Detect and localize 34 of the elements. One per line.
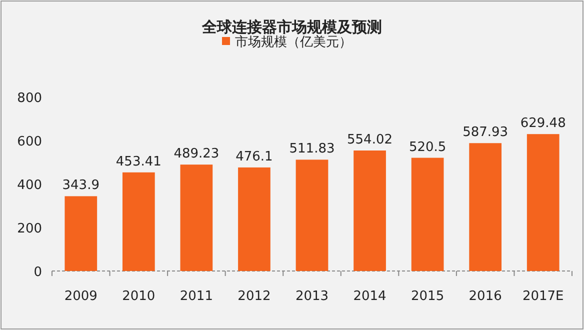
- y-tick-label: 0: [34, 265, 42, 280]
- data-label: 453.41: [116, 154, 162, 170]
- data-label: 587.93: [462, 125, 508, 140]
- bar: [411, 158, 444, 271]
- data-label: 629.48: [520, 116, 566, 132]
- y-tick-label: 200: [17, 222, 42, 236]
- x-tick-label: 2013: [295, 289, 329, 304]
- bar: [469, 143, 502, 271]
- bar: [526, 134, 560, 271]
- x-tick-label: 2012: [238, 289, 271, 304]
- data-label: 554.02: [347, 132, 393, 148]
- data-label: 476.1: [236, 149, 273, 164]
- data-label: 343.9: [62, 178, 100, 194]
- legend-label: 市场规模（亿美元）: [235, 34, 352, 50]
- x-tick-label: 2014: [353, 289, 386, 304]
- x-tick-label: 2009: [64, 289, 98, 304]
- x-tick-label: 2011: [180, 289, 213, 304]
- bar: [238, 167, 270, 271]
- x-tick-label: 2010: [122, 289, 156, 304]
- bar: [180, 164, 213, 271]
- title: 全球连接器市场规模及预测: [202, 18, 382, 36]
- y-tick-label: 600: [17, 134, 42, 150]
- x-tick-label: 2015: [411, 289, 444, 304]
- y-tick-label: 800: [17, 91, 42, 106]
- bar: [64, 196, 98, 271]
- bar: [354, 150, 386, 271]
- y-tick-label: 400: [17, 178, 42, 193]
- x-tick-label: 2017E: [522, 289, 564, 304]
- data-label: 489.23: [174, 146, 220, 162]
- data-label: 511.83: [289, 142, 335, 157]
- bar: [296, 160, 328, 271]
- bar: [122, 172, 155, 271]
- data-label: 520.5: [408, 140, 446, 155]
- x-tick-label: 2016: [468, 289, 502, 304]
